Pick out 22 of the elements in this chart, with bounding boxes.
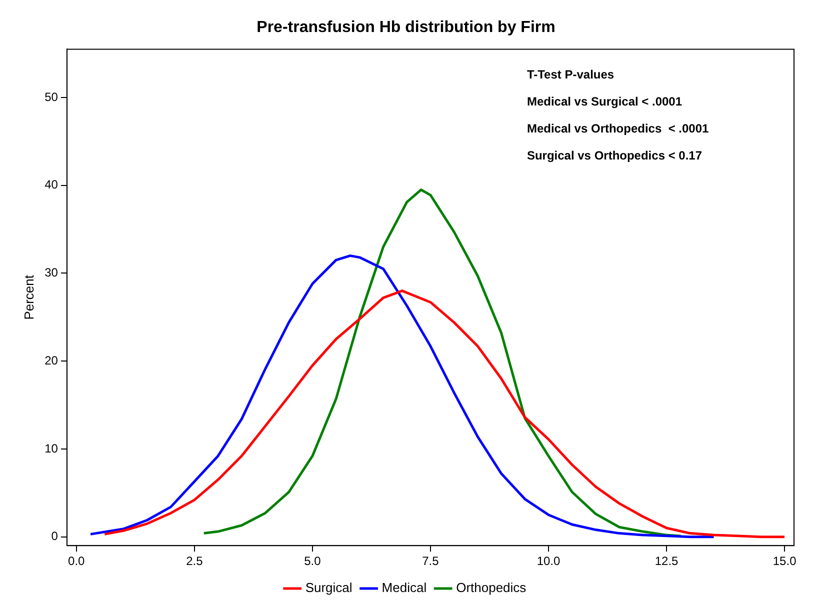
annotation: Medical vs Orthopedics < .0001 <box>526 122 710 136</box>
x-tick-label: 5.0 <box>304 554 322 568</box>
legend-label: Medical <box>382 580 427 596</box>
chart-title: Pre-transfusion Hb distribution by Firm <box>256 19 556 36</box>
x-tick-label: 10.0 <box>536 554 561 568</box>
x-tick-label: 2.5 <box>186 554 204 568</box>
y-tick-label: 30 <box>44 266 58 280</box>
x-tick-label: 12.5 <box>654 554 679 568</box>
y-tick-label: 20 <box>44 353 58 368</box>
x-tick-label: 15.0 <box>772 554 797 568</box>
y-axis-title: Percent <box>21 274 36 320</box>
y-tick-label: 50 <box>44 90 58 104</box>
annotation: Surgical vs Orthopedics < 0.17 <box>526 148 702 163</box>
x-tick-label: 0.0 <box>68 554 86 568</box>
annotation: T-Test P-values <box>526 68 614 82</box>
x-tick-label: 7.5 <box>422 554 440 568</box>
legend-label: Orthopedics <box>456 580 527 596</box>
y-tick-label: 0 <box>51 529 58 544</box>
legend-label: Surgical <box>305 580 352 596</box>
y-tick-label: 40 <box>44 178 58 192</box>
y-tick-label: 10 <box>44 441 58 456</box>
annotation: Medical vs Surgical < .0001 <box>526 94 682 109</box>
